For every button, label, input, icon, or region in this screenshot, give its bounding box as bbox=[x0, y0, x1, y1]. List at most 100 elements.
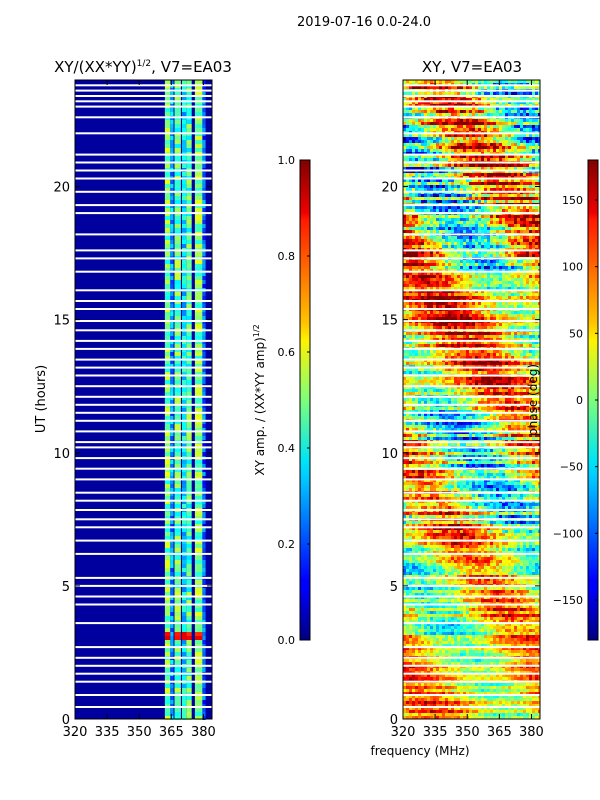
right-cell bbox=[532, 197, 535, 200]
right-cell bbox=[418, 86, 421, 89]
right-cell bbox=[535, 182, 538, 185]
right-cell bbox=[514, 206, 517, 209]
left-cell bbox=[174, 380, 181, 384]
right-cell bbox=[442, 227, 445, 230]
right-cell bbox=[427, 317, 430, 320]
right-cell bbox=[442, 146, 445, 149]
right-cell bbox=[484, 209, 487, 212]
right-cell bbox=[463, 290, 466, 293]
right-cell bbox=[499, 188, 502, 191]
right-cell bbox=[424, 107, 427, 110]
left-cell bbox=[194, 616, 203, 620]
right-cell bbox=[487, 134, 490, 137]
right-cell bbox=[445, 263, 448, 266]
right-cell bbox=[502, 164, 505, 167]
right-cell bbox=[472, 239, 475, 242]
right-cell bbox=[433, 251, 436, 254]
right-cell bbox=[472, 104, 475, 107]
right-cell bbox=[454, 317, 457, 320]
right-cell bbox=[439, 275, 442, 278]
right-cell bbox=[415, 275, 418, 278]
left-cell bbox=[194, 196, 203, 200]
left-gap bbox=[75, 161, 212, 164]
right-cell bbox=[523, 263, 526, 266]
right-cell bbox=[517, 314, 520, 317]
right-cell bbox=[454, 224, 457, 227]
right-cell bbox=[409, 155, 412, 158]
left-cell bbox=[182, 360, 187, 364]
left-cell bbox=[170, 172, 174, 176]
right-cell bbox=[493, 284, 496, 287]
left-cell bbox=[186, 564, 192, 568]
left-cell bbox=[182, 496, 187, 500]
right-cell bbox=[451, 155, 454, 158]
right-cell bbox=[487, 104, 490, 107]
right-cell bbox=[451, 305, 454, 308]
right-cell bbox=[481, 242, 484, 245]
right-cell bbox=[496, 314, 499, 317]
right-cell bbox=[496, 224, 499, 227]
left-title-main: XY/(XX*YY) bbox=[54, 58, 137, 76]
left-cell bbox=[186, 80, 192, 84]
left-cell bbox=[164, 700, 171, 704]
right-cell bbox=[466, 185, 469, 188]
left-cell bbox=[202, 548, 206, 552]
right-cell bbox=[469, 173, 472, 176]
right-cell bbox=[508, 128, 511, 131]
right-cell bbox=[448, 278, 451, 281]
right-cell bbox=[505, 227, 508, 230]
right-cell bbox=[505, 164, 508, 167]
left-cell bbox=[186, 356, 192, 360]
right-cell bbox=[427, 287, 430, 290]
left-cell bbox=[186, 224, 192, 228]
right-cell bbox=[478, 317, 481, 320]
right-cell bbox=[445, 107, 448, 110]
right-cell bbox=[499, 215, 502, 218]
left-gap bbox=[75, 300, 212, 302]
right-cell bbox=[481, 92, 484, 95]
left-cell bbox=[186, 344, 192, 348]
left-cell bbox=[174, 488, 181, 492]
left-cell bbox=[170, 700, 174, 704]
left-cell bbox=[164, 200, 171, 204]
right-cell bbox=[454, 86, 457, 89]
left-cell bbox=[170, 568, 174, 572]
right-cell bbox=[403, 149, 406, 152]
right-cell bbox=[505, 317, 508, 320]
right-cell bbox=[538, 290, 540, 293]
left-cell bbox=[164, 280, 171, 284]
right-cell bbox=[538, 128, 540, 131]
left-cell bbox=[164, 536, 171, 540]
right-cell bbox=[439, 278, 442, 281]
right-cell bbox=[529, 254, 532, 257]
left-cell bbox=[174, 148, 181, 152]
right-cell bbox=[454, 272, 457, 275]
left-cell bbox=[182, 428, 187, 432]
right-cell bbox=[406, 197, 409, 200]
right-cell bbox=[493, 317, 496, 320]
right-cell bbox=[421, 323, 424, 326]
right-cell bbox=[505, 140, 508, 143]
right-cell bbox=[436, 281, 439, 284]
right-cell bbox=[451, 224, 454, 227]
right-cell bbox=[412, 107, 415, 110]
right-cell bbox=[463, 158, 466, 161]
right-cell bbox=[529, 137, 532, 140]
left-cell bbox=[174, 264, 181, 268]
right-cell bbox=[484, 227, 487, 230]
right-cell bbox=[463, 239, 466, 242]
right-cell bbox=[433, 113, 436, 116]
right-cell bbox=[427, 239, 430, 242]
right-cell bbox=[523, 164, 526, 167]
right-cell bbox=[436, 113, 439, 116]
left-cell bbox=[170, 272, 174, 276]
right-cell bbox=[490, 113, 493, 116]
right-cell bbox=[457, 266, 460, 269]
right-cell bbox=[424, 230, 427, 233]
right-cell bbox=[523, 227, 526, 230]
right-cell bbox=[496, 92, 499, 95]
right-cell bbox=[499, 149, 502, 152]
right-cell bbox=[532, 182, 535, 185]
left-cell bbox=[170, 304, 174, 308]
right-cell bbox=[493, 236, 496, 239]
